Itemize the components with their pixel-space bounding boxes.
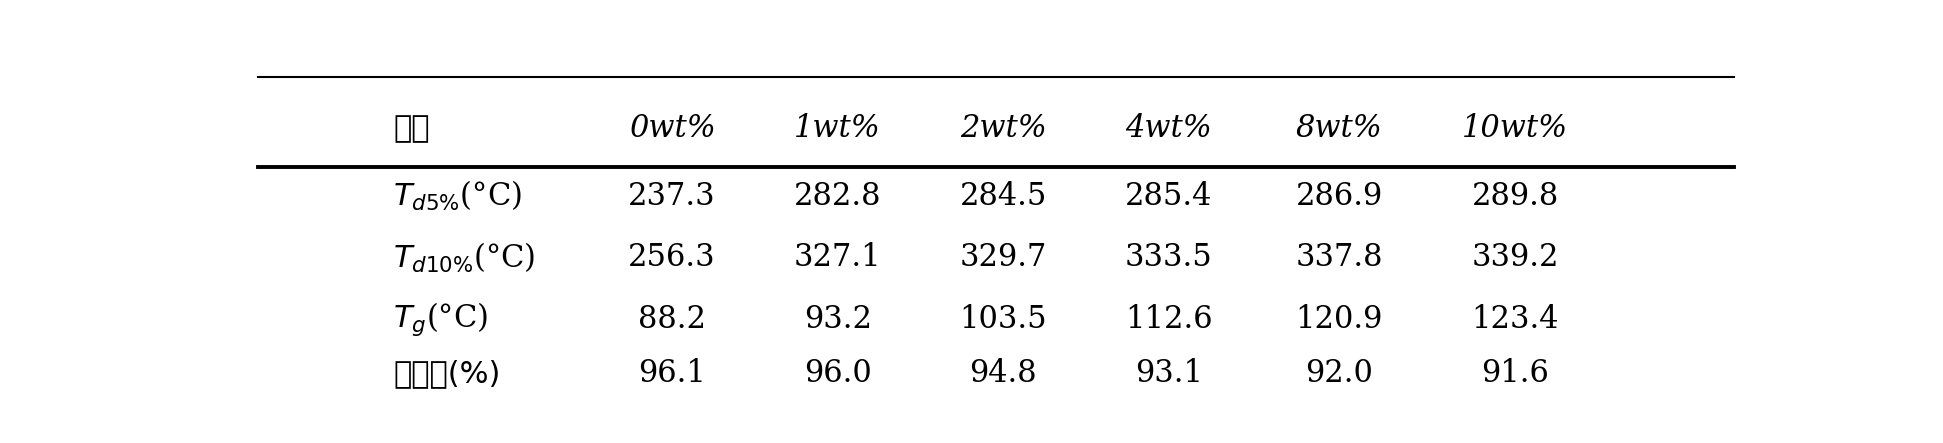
Text: 327.1: 327.1 bbox=[795, 242, 882, 273]
Text: 96.1: 96.1 bbox=[637, 358, 705, 389]
Text: 112.6: 112.6 bbox=[1125, 304, 1212, 335]
Text: 88.2: 88.2 bbox=[637, 304, 705, 335]
Text: 120.9: 120.9 bbox=[1296, 304, 1383, 335]
Text: 4wt%: 4wt% bbox=[1125, 113, 1212, 144]
Text: 0wt%: 0wt% bbox=[630, 113, 715, 144]
Text: 透光率(%): 透光率(%) bbox=[392, 359, 501, 389]
Text: 123.4: 123.4 bbox=[1471, 304, 1558, 335]
Text: $T_{d5\%}$(°C): $T_{d5\%}$(°C) bbox=[392, 179, 523, 214]
Text: 103.5: 103.5 bbox=[960, 304, 1047, 335]
Text: 93.2: 93.2 bbox=[804, 304, 872, 335]
Text: 339.2: 339.2 bbox=[1471, 242, 1558, 273]
Text: 237.3: 237.3 bbox=[628, 181, 715, 212]
Text: 8wt%: 8wt% bbox=[1296, 113, 1383, 144]
Text: 329.7: 329.7 bbox=[960, 242, 1047, 273]
Text: $T_{d10\%}$(°C): $T_{d10\%}$(°C) bbox=[392, 241, 536, 275]
Text: 337.8: 337.8 bbox=[1296, 242, 1383, 273]
Text: 289.8: 289.8 bbox=[1471, 181, 1558, 212]
Text: 286.9: 286.9 bbox=[1296, 181, 1383, 212]
Text: 284.5: 284.5 bbox=[960, 181, 1047, 212]
Text: 10wt%: 10wt% bbox=[1463, 113, 1568, 144]
Text: $T_g$(°C): $T_g$(°C) bbox=[392, 300, 488, 338]
Text: 1wt%: 1wt% bbox=[795, 113, 880, 144]
Text: 92.0: 92.0 bbox=[1306, 358, 1374, 389]
Text: 256.3: 256.3 bbox=[628, 242, 715, 273]
Text: 282.8: 282.8 bbox=[795, 181, 882, 212]
Text: 94.8: 94.8 bbox=[970, 358, 1038, 389]
Text: 93.1: 93.1 bbox=[1135, 358, 1203, 389]
Text: 285.4: 285.4 bbox=[1125, 181, 1212, 212]
Text: 333.5: 333.5 bbox=[1125, 242, 1212, 273]
Text: 91.6: 91.6 bbox=[1481, 358, 1549, 389]
Text: 2wt%: 2wt% bbox=[960, 113, 1047, 144]
Text: 96.0: 96.0 bbox=[804, 358, 872, 389]
Text: 编号: 编号 bbox=[392, 114, 429, 143]
